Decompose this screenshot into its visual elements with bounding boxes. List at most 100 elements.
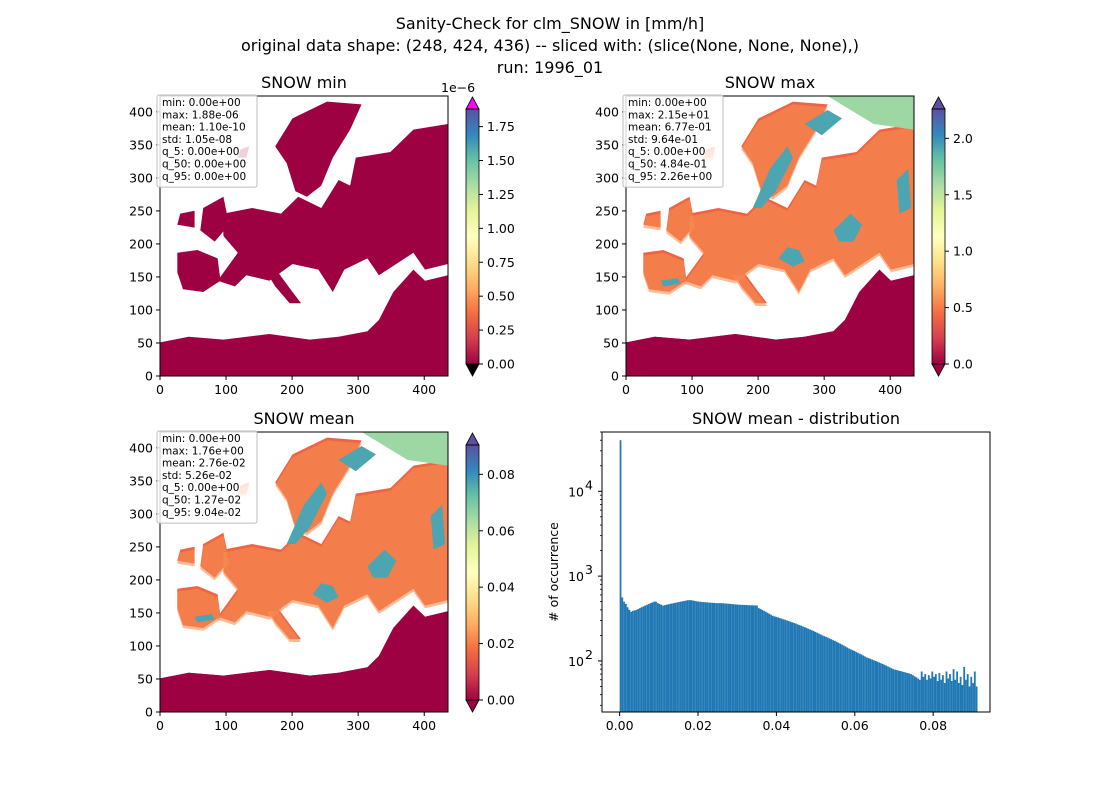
histogram-bar xyxy=(961,685,964,712)
histogram-bar xyxy=(724,603,726,712)
histogram-bar xyxy=(858,653,861,712)
panel-snow-max: SNOW max 0 100 200 300 400 0 50 100 150 200 250 30… xyxy=(595,73,973,397)
y-tick-label-min: 400 xyxy=(129,104,153,119)
histogram-bar xyxy=(676,602,679,712)
stat-line-min: min: 0.00e+00 xyxy=(162,97,241,109)
histogram-bar xyxy=(706,602,709,712)
histogram-bar xyxy=(740,604,742,712)
map-region-min xyxy=(177,250,221,292)
x-tick-label-min: 200 xyxy=(280,382,304,397)
y-tick-label-min: 350 xyxy=(129,137,153,152)
histogram-bar xyxy=(669,603,672,712)
colorbar-extend-top-max xyxy=(931,96,946,110)
colorbar-tick-label-min: 1.75 xyxy=(487,119,515,134)
histogram-bar xyxy=(919,679,921,712)
map-snow-mean xyxy=(367,549,397,578)
histogram-bar xyxy=(713,602,716,712)
histogram-bar xyxy=(678,602,680,712)
stat-line-mean: mean: 2.76e-02 xyxy=(162,458,246,470)
histogram-bar xyxy=(632,610,634,712)
map-land-max xyxy=(643,213,661,231)
x-axis-min: 0 100 200 300 400 xyxy=(156,376,436,397)
histogram-bar xyxy=(681,601,684,712)
histogram-bar xyxy=(623,601,625,712)
histogram-bar xyxy=(920,671,923,712)
colorbar-tick-label-min: 0.00 xyxy=(487,357,515,372)
colorbar-tick-label-max: 1.0 xyxy=(953,244,973,259)
map-north-max xyxy=(827,96,914,130)
histogram-bar xyxy=(975,686,978,712)
histogram-bar xyxy=(694,600,696,712)
colorbar-tick-label-max: 0.5 xyxy=(953,300,973,315)
histogram-bar xyxy=(878,662,881,712)
histogram-bar xyxy=(904,672,907,712)
histogram-bar xyxy=(927,675,930,712)
map-region-min xyxy=(200,196,230,242)
histogram-bar xyxy=(835,641,838,712)
map-land-mean xyxy=(266,611,302,642)
y-axis-max: 0 50 100 150 200 250 300 350 400 xyxy=(595,104,626,384)
colorbar-frame-mean xyxy=(465,444,480,701)
x-tick-label-mean: 400 xyxy=(412,718,436,733)
map-snow-max xyxy=(833,213,863,242)
histogram-bar xyxy=(754,605,757,712)
stat-line-max: mean: 6.77e-01 xyxy=(628,122,712,134)
histogram-bar xyxy=(851,650,854,712)
colorbar-exponent-min: 1e−6 xyxy=(441,80,475,95)
histogram-bar xyxy=(793,623,796,712)
colorbar-tick-label-mean: 0.02 xyxy=(487,636,515,651)
colorbar-tick-label-mean: 0.00 xyxy=(487,693,515,708)
histogram-x-tick-label: 0.00 xyxy=(606,718,634,733)
histogram-bar xyxy=(883,664,886,712)
histogram-frame xyxy=(601,431,991,713)
colorbar-tick-label-min: 1.00 xyxy=(487,221,515,236)
x-tick-label-min: 400 xyxy=(412,382,436,397)
histogram-bar xyxy=(777,617,780,712)
map-land-mean xyxy=(217,462,448,631)
stat-line-mean: q_95: 9.04e-02 xyxy=(162,507,241,519)
y-tick-label-min: 300 xyxy=(129,170,153,185)
stat-line-mean: std: 5.26e-02 xyxy=(162,470,232,482)
map-snow-mean xyxy=(286,482,327,544)
colorbar-extend-top-min xyxy=(465,96,480,110)
histogram-bar xyxy=(768,613,771,712)
histogram-bar xyxy=(759,608,762,712)
histogram-bar xyxy=(624,603,627,712)
y-tick-label-max: 150 xyxy=(595,269,619,284)
colorbar-tick-label-max: 0.0 xyxy=(953,357,973,372)
colorbar-tick-label-mean: 0.06 xyxy=(487,523,515,538)
histogram-bar xyxy=(841,644,843,712)
histogram-bar xyxy=(656,603,659,712)
colorbar-mean: 0.00 0.02 0.04 0.06 0.08 xyxy=(465,432,515,713)
panel-title-min: SNOW min xyxy=(261,73,347,92)
histogram-bar xyxy=(957,682,960,712)
map-region-min xyxy=(266,272,302,304)
histogram-bar xyxy=(816,632,819,712)
histogram-bar xyxy=(867,658,870,712)
stat-line-min: q_5: 0.00e+00 xyxy=(162,146,239,158)
histogram-bar xyxy=(795,623,797,712)
histogram-bar xyxy=(897,670,900,712)
histogram-bar xyxy=(738,604,741,712)
histogram-x-axis: 0.00 0.02 0.04 0.06 0.08 xyxy=(606,712,947,733)
map-sea-max xyxy=(626,269,914,376)
stat-line-min: q_50: 0.00e+00 xyxy=(162,159,246,171)
histogram-bar xyxy=(692,600,695,712)
histogram-bar xyxy=(915,677,918,712)
x-axis-max: 0 100 200 300 400 xyxy=(622,376,902,397)
histogram-bar xyxy=(874,660,877,712)
y-tick-label-mean: 0 xyxy=(145,705,153,720)
histogram-bar xyxy=(727,603,730,712)
histogram-bar xyxy=(796,624,799,712)
colorbar-min: 0.00 0.25 0.50 0.75 1.00 1.25 1.50 1.75 xyxy=(465,96,515,377)
histogram-bar xyxy=(663,605,666,712)
colorbar-frame-min xyxy=(465,108,480,365)
histogram-bar xyxy=(690,600,693,712)
map-snow-mean xyxy=(430,504,446,550)
map-land-max xyxy=(666,199,696,245)
stat-line-max: min: 0.00e+00 xyxy=(628,97,707,109)
histogram-x-tick-label: 0.04 xyxy=(762,718,790,733)
